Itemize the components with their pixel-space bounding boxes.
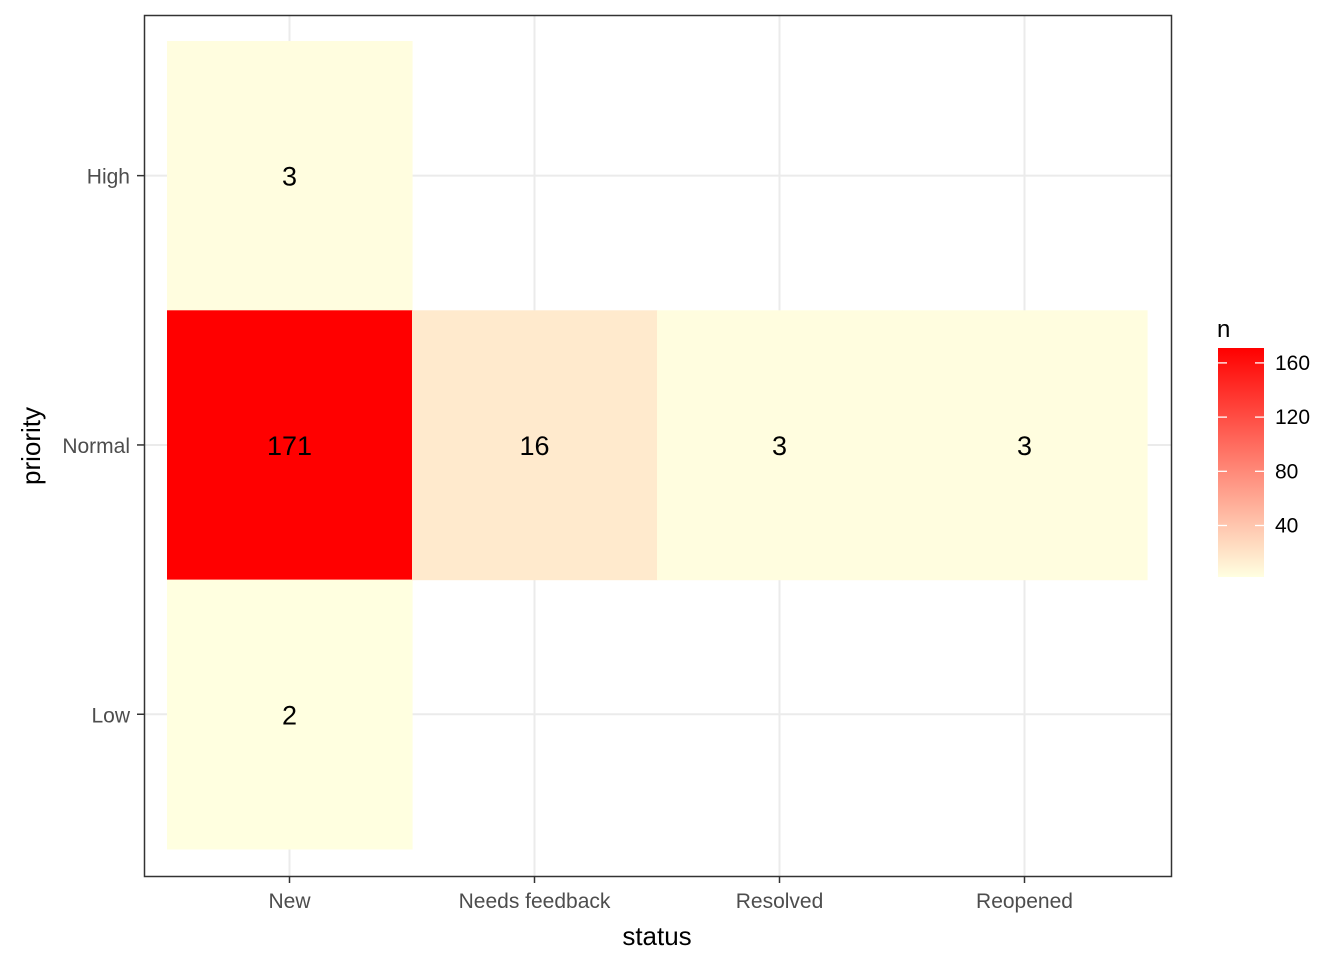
x-tick-label-needs-feedback: Needs feedback	[459, 890, 611, 913]
legend-title: n	[1217, 316, 1230, 343]
legend-tick-label-80: 80	[1275, 460, 1298, 483]
y-tick-label-normal: Normal	[62, 435, 130, 458]
cell-label-resolved-normal: 3	[772, 431, 787, 461]
panel-border	[143, 14, 1173, 878]
tile-new-normal	[167, 310, 413, 581]
x-tick-label-reopened: Reopened	[976, 890, 1073, 913]
x-axis: New Needs feedback Resolved Reopened	[268, 876, 1073, 913]
y-axis: High Normal Low	[62, 166, 144, 727]
cell-labels: 3 171 2 16 3 3	[267, 162, 1032, 731]
tile-resolved-normal	[657, 310, 903, 581]
legend-tick-label-40: 40	[1275, 515, 1298, 538]
heatmap-tiles	[167, 41, 1148, 850]
tile-needs-feedback-normal	[412, 310, 658, 581]
legend-tick-label-160: 160	[1275, 352, 1310, 375]
cell-label-new-low: 2	[282, 700, 297, 730]
x-axis-title: status	[622, 921, 691, 951]
color-legend: n 40 80 120 160	[1217, 316, 1310, 577]
y-axis-title: priority	[16, 407, 46, 485]
cell-label-new-high: 3	[282, 162, 297, 192]
x-tick-label-resolved: Resolved	[736, 890, 824, 913]
legend-tick-label-120: 120	[1275, 406, 1310, 429]
cell-label-new-normal: 171	[267, 431, 312, 461]
tile-new-low	[167, 579, 413, 850]
y-tick-label-low: Low	[91, 704, 130, 727]
tile-reopened-normal	[902, 310, 1148, 581]
y-tick-label-high: High	[87, 166, 130, 189]
x-tick-label-new: New	[268, 890, 311, 913]
tile-new-high	[167, 41, 413, 311]
cell-label-needs-feedback-normal: 16	[519, 431, 549, 461]
cell-label-reopened-normal: 3	[1017, 431, 1032, 461]
legend-ticks: 40 80 120 160	[1218, 352, 1310, 538]
legend-colorbar	[1218, 348, 1264, 577]
